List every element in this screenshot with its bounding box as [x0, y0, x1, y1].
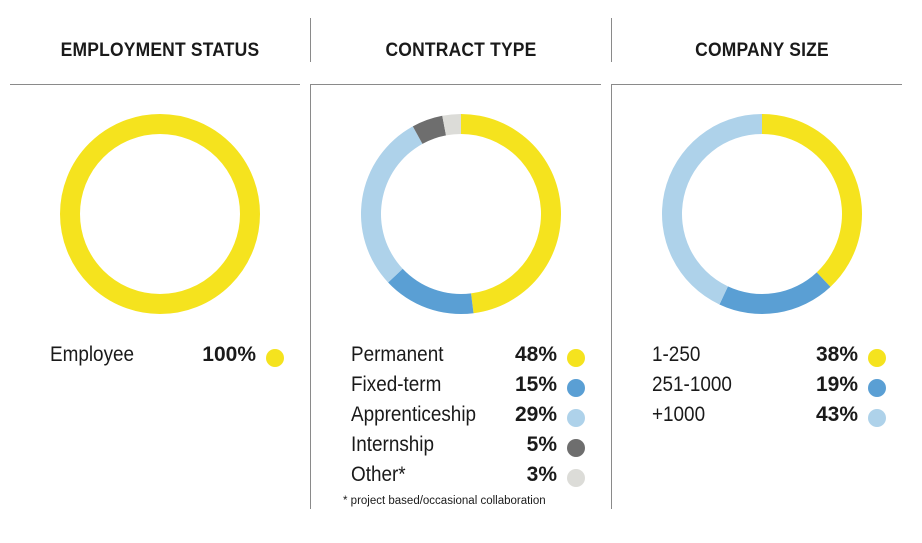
divider-1: [310, 18, 311, 62]
legend-label: Other*: [351, 463, 406, 486]
legend-label: Apprenticeship: [351, 403, 477, 426]
legend-row: 251-1000 19%: [652, 373, 892, 403]
donut-slice-permanent: [461, 114, 561, 314]
legend: Employee 100%: [50, 343, 290, 373]
legend: Permanent 48% Fixed-term 15% Apprentices…: [351, 343, 591, 493]
donut-slice--1000: [662, 114, 762, 305]
legend-label: Employee: [50, 343, 135, 366]
title-underline: [311, 84, 601, 85]
legend-swatch: [266, 349, 284, 367]
legend-swatch: [868, 409, 886, 427]
donut-slice-other: [442, 114, 461, 136]
legend-row: Apprenticeship 29%: [351, 403, 591, 433]
legend-label: +1000: [652, 403, 706, 426]
legend-swatch: [567, 469, 585, 487]
donut-chart-contract-type: [361, 114, 561, 314]
legend-label: 251-1000: [652, 373, 732, 396]
legend-swatch: [868, 379, 886, 397]
legend-label: Permanent: [351, 343, 444, 366]
donut-slice-1-250: [762, 114, 862, 287]
chart-title: EMPLOYMENT STATUS: [60, 40, 260, 61]
employment-status-panel: EMPLOYMENT STATUS Employee 100%: [10, 0, 310, 543]
company-size-panel: COMPANY SIZE 1-250 38% 251-1000 19% +100…: [612, 0, 912, 543]
legend-row: Internship 5%: [351, 433, 591, 463]
donut-slice-internship: [412, 115, 447, 144]
title-underline: [10, 84, 300, 85]
legend-value: 15%: [514, 373, 557, 396]
donut-chart-employment-status: [60, 114, 260, 314]
legend-value: 48%: [514, 343, 557, 366]
legend-swatch: [567, 439, 585, 457]
donut-slice-apprenticeship: [361, 126, 423, 283]
donut-slice-251-1000: [719, 272, 831, 314]
title-underline: [612, 84, 902, 85]
legend-swatch: [567, 379, 585, 397]
legend: 1-250 38% 251-1000 19% +1000 43%: [652, 343, 892, 433]
legend-swatch: [567, 409, 585, 427]
divider-1-lower: [310, 84, 311, 509]
divider-2-lower: [611, 84, 612, 509]
contract-type-panel: CONTRACT TYPE Permanent 48% Fixed-term 1…: [311, 0, 611, 543]
legend-row: Permanent 48%: [351, 343, 591, 373]
legend-value: 38%: [815, 343, 858, 366]
legend-row: +1000 43%: [652, 403, 892, 433]
legend-swatch: [868, 349, 886, 367]
legend-value: 43%: [815, 403, 858, 426]
donut-chart-company-size: [662, 114, 862, 314]
legend-value: 5%: [526, 433, 557, 456]
divider-2: [611, 18, 612, 62]
legend-row: 1-250 38%: [652, 343, 892, 373]
legend-row: Other* 3%: [351, 463, 591, 493]
donut-slice-fixed-term: [388, 268, 474, 314]
legend-value: 3%: [526, 463, 557, 486]
legend-row: Employee 100%: [50, 343, 290, 373]
footnote: * project based/occasional collaboration: [343, 495, 546, 507]
legend-swatch: [567, 349, 585, 367]
legend-label: Fixed-term: [351, 373, 442, 396]
legend-row: Fixed-term 15%: [351, 373, 591, 403]
chart-title: CONTRACT TYPE: [385, 40, 537, 61]
legend-value: 19%: [815, 373, 858, 396]
legend-label: 1-250: [652, 343, 701, 366]
chart-title: COMPANY SIZE: [695, 40, 829, 61]
legend-value: 29%: [514, 403, 557, 426]
donut-slice-employee: [60, 114, 260, 314]
legend-value: 100%: [202, 343, 256, 366]
legend-label: Internship: [351, 433, 435, 456]
